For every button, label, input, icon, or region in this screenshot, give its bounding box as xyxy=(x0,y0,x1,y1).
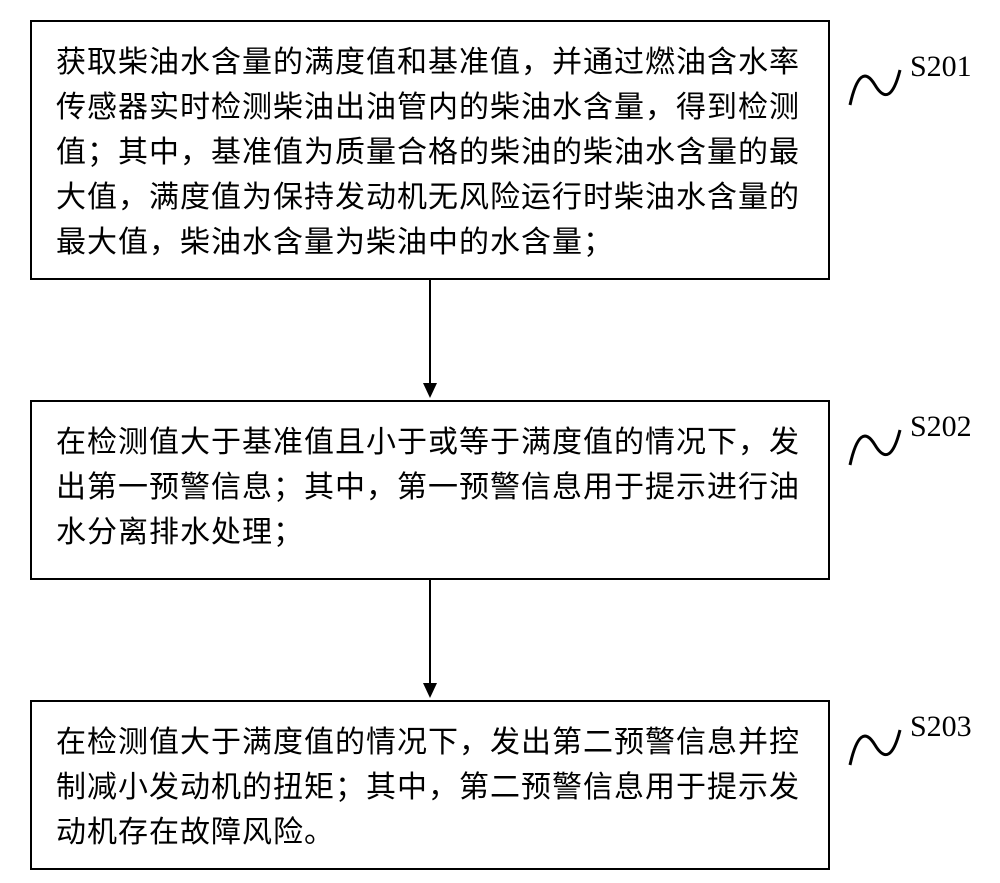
step-2-label: S202 xyxy=(910,410,972,444)
wave-connector-2 xyxy=(845,410,905,490)
step-3-text: 在检测值大于满度值的情况下，发出第二预警信息并控制减小发动机的扭矩；其中，第二预… xyxy=(56,720,804,855)
step-2-text: 在检测值大于基准值且小于或等于满度值的情况下，发出第一预警信息；其中，第一预警信… xyxy=(56,420,804,555)
flowchart-container: 获取柴油水含量的满度值和基准值，并通过燃油含水率传感器实时检测柴油出油管内的柴油… xyxy=(0,0,1000,883)
wave-connector-3 xyxy=(845,710,905,790)
wave-connector-1 xyxy=(845,50,905,130)
flowchart-step-1: 获取柴油水含量的满度值和基准值，并通过燃油含水率传感器实时检测柴油出油管内的柴油… xyxy=(30,20,830,280)
step-3-label: S203 xyxy=(910,710,972,744)
step-1-text: 获取柴油水含量的满度值和基准值，并通过燃油含水率传感器实时检测柴油出油管内的柴油… xyxy=(56,40,804,265)
step-1-label: S201 xyxy=(910,50,972,84)
arrow-1-to-2 xyxy=(420,280,440,400)
flowchart-step-3: 在检测值大于满度值的情况下，发出第二预警信息并控制减小发动机的扭矩；其中，第二预… xyxy=(30,700,830,870)
arrow-2-to-3 xyxy=(420,580,440,700)
flowchart-step-2: 在检测值大于基准值且小于或等于满度值的情况下，发出第一预警信息；其中，第一预警信… xyxy=(30,400,830,580)
